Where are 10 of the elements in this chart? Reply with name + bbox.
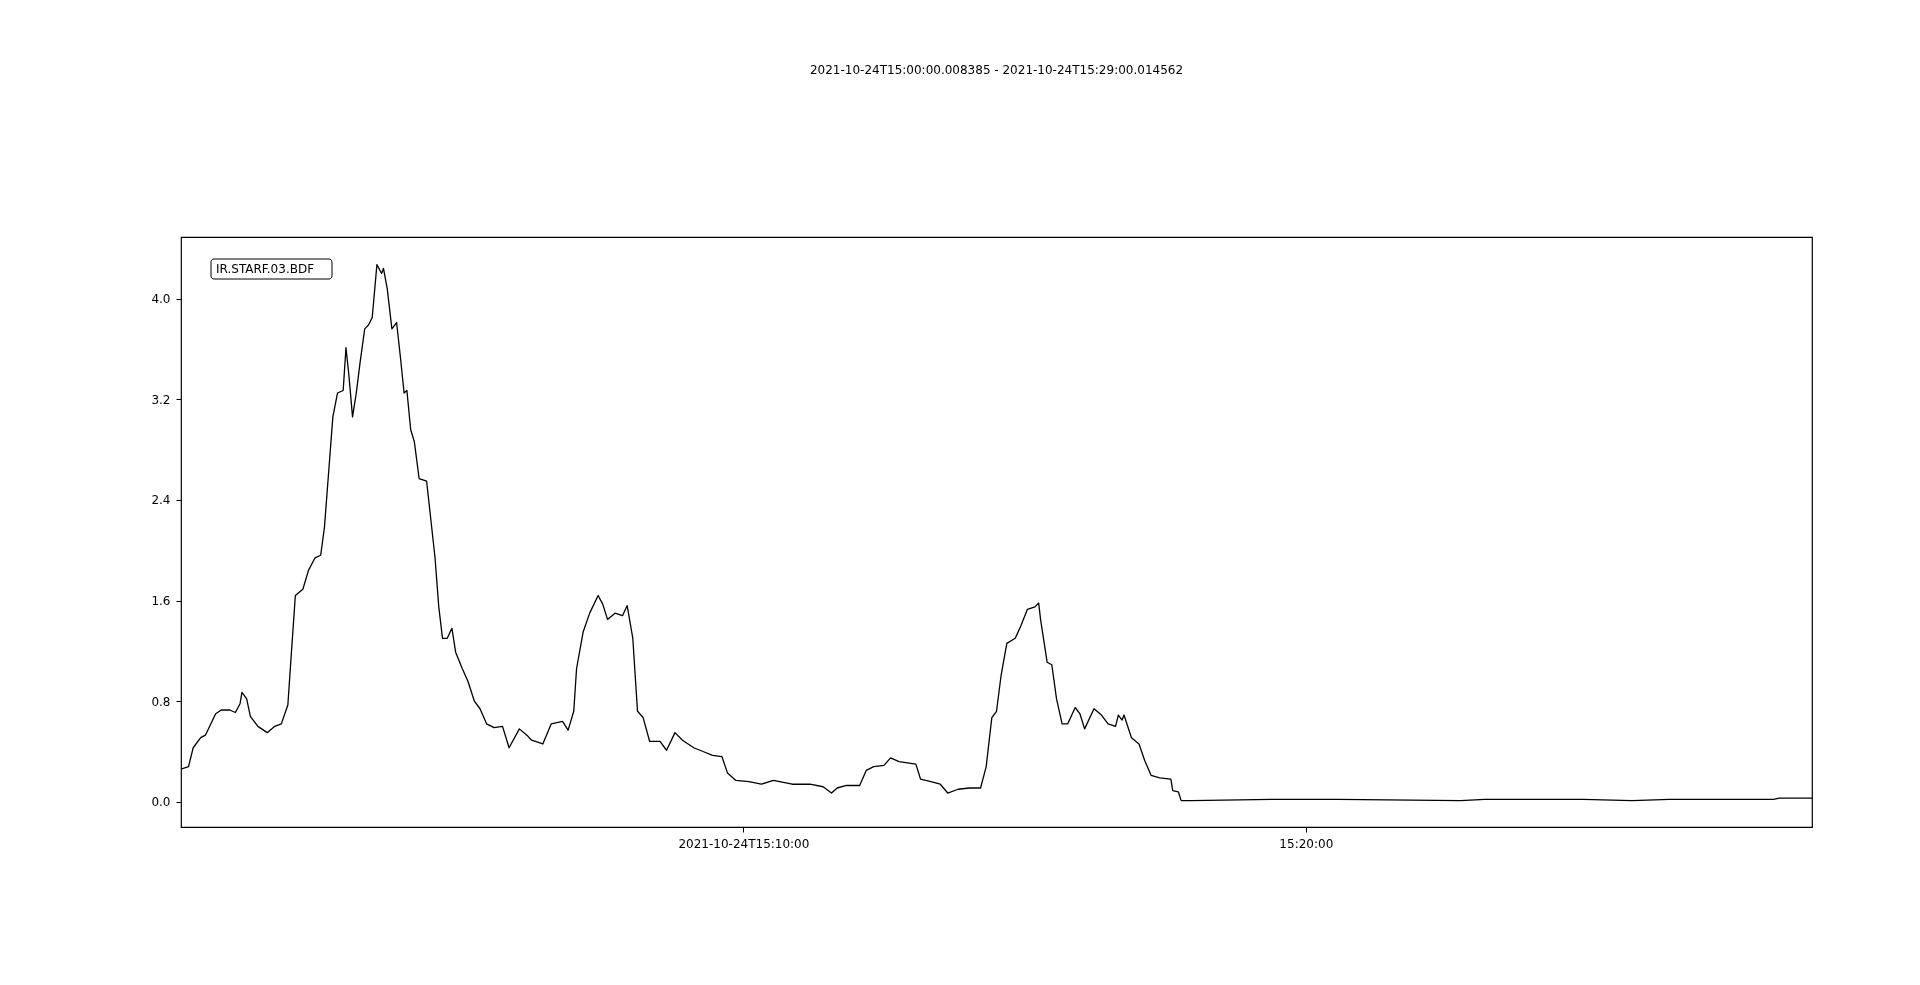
y-tick-label: 0.8 [151,694,171,709]
x-tick-label: 15:20:00 [1279,836,1334,851]
annotation: IR.STARF.03.BDF [216,262,315,276]
y-tick-label: 2.4 [151,493,171,508]
y-tick-label: 3.2 [151,392,171,407]
y-tick-label: 0.0 [151,795,171,810]
chart-title: 2021-10-24T15:00:00.008385 - 2021-10-24T15:29:00.014562 [809,63,1184,77]
y-tick-label: 1.6 [151,594,171,609]
x-tick-label: 2021-10-24T15:10:00 [678,836,810,851]
y-tick-label: 4.0 [151,292,171,307]
